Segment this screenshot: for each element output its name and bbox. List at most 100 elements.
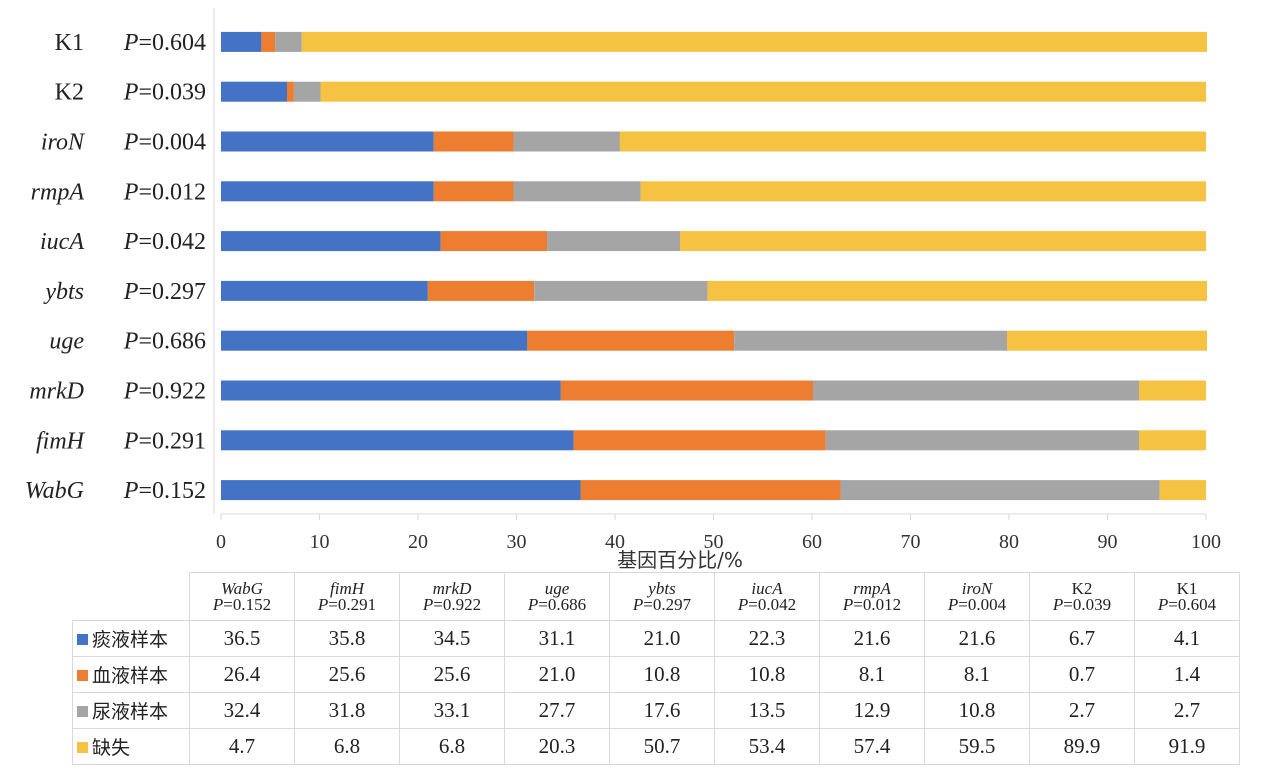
bar-segment <box>433 131 514 152</box>
table-cell: 10.8 <box>609 656 715 693</box>
column-p-value: P=0.604 <box>1157 594 1217 614</box>
bar-segment <box>513 181 641 202</box>
table-cell: 25.6 <box>294 656 400 693</box>
table-cell: 21.0 <box>504 656 610 693</box>
table-row: 痰液样本 36.5 35.8 34.5 31.1 21.0 22.3 21.6 21.6 6.7 4… <box>72 620 1240 657</box>
table-cell: 10.8 <box>714 656 820 693</box>
row-gene-label: iroN <box>41 130 86 156</box>
table-cell: 33.1 <box>399 692 505 729</box>
table-cell: 6.7 <box>1029 620 1135 657</box>
x-tick-label: 0 <box>216 531 226 553</box>
table-cell: 20.3 <box>504 728 610 765</box>
row-gene-label: K1 <box>55 30 84 56</box>
column-p-value: P=0.012 <box>842 594 902 614</box>
bar-segment <box>680 231 1206 252</box>
x-tick-label: 90 <box>1098 531 1118 553</box>
table-column-header: fimH P=0.291 <box>294 572 400 621</box>
table-cell: 34.5 <box>399 620 505 657</box>
table-cell: 21.6 <box>924 620 1030 657</box>
row-gene-label: ybts <box>43 279 84 305</box>
bar-segment <box>293 81 321 102</box>
legend-key: 痰液样本 <box>72 620 190 657</box>
bar-segment <box>427 280 535 301</box>
table-cell: 26.4 <box>189 656 295 693</box>
bar-segment <box>221 131 434 152</box>
column-p-value: P=0.922 <box>422 594 482 614</box>
table-column-header: K2 P=0.039 <box>1029 572 1135 621</box>
table-cell: 6.8 <box>399 728 505 765</box>
table-cell: 27.7 <box>504 692 610 729</box>
row-p-value: P=0.604 <box>123 30 206 56</box>
row-p-value: P=0.012 <box>123 179 206 205</box>
bar-segment <box>320 81 1206 102</box>
bar-segment <box>221 330 528 351</box>
bar-segment <box>560 380 813 401</box>
row-gene-label: K2 <box>55 80 84 106</box>
table-cell: 21.0 <box>609 620 715 657</box>
bar-segment <box>221 280 428 301</box>
x-tick-label: 100 <box>1191 531 1221 553</box>
row-labels: K1 P=0.604 K2 P=0.039 iroN P=0.004 rmpA P=0.012… <box>25 30 206 504</box>
bar-segment <box>513 131 620 152</box>
data-table: WabG P=0.152 fimH P=0.291 mrkD P=0.922 uge P=0.… <box>72 572 1240 765</box>
table-column-header: rmpA P=0.012 <box>819 572 925 621</box>
row-gene-label: fimH <box>36 428 86 454</box>
table-cell: 12.9 <box>819 692 925 729</box>
table-corner <box>72 572 190 621</box>
row-gene-label: WabG <box>25 478 84 504</box>
row-gene-label: mrkD <box>29 379 84 405</box>
legend-swatch <box>77 634 88 645</box>
bar-segment <box>640 181 1206 202</box>
row-p-value: P=0.004 <box>123 130 206 156</box>
table-cell: 0.7 <box>1029 656 1135 693</box>
bar-segment <box>221 430 574 451</box>
table-cell: 6.8 <box>294 728 400 765</box>
legend-label: 血液样本 <box>92 665 169 687</box>
column-gene: mrkD <box>432 578 472 598</box>
table-row: 血液样本 26.4 25.6 25.6 21.0 10.8 10.8 8.1 8.1 0.7 1.4 <box>72 656 1240 693</box>
x-tick-label: 70 <box>901 531 921 553</box>
table-cell: 31.1 <box>504 620 610 657</box>
bar-segment <box>433 181 514 202</box>
x-tick-label: 10 <box>310 531 330 553</box>
column-p-value: P=0.152 <box>212 594 272 614</box>
bar-segment <box>619 131 1206 152</box>
column-p-value: P=0.297 <box>632 594 692 614</box>
column-p-value: P=0.042 <box>737 594 797 614</box>
bar-segment <box>1139 430 1206 451</box>
table-cell: 1.4 <box>1134 656 1240 693</box>
table-column-header: K1 P=0.604 <box>1134 572 1240 621</box>
column-p-value: P=0.039 <box>1052 594 1112 614</box>
table-cell: 8.1 <box>924 656 1030 693</box>
row-p-value: P=0.039 <box>123 80 206 106</box>
column-gene: rmpA <box>853 578 891 598</box>
bar-segment <box>261 31 276 52</box>
table-row: 缺失 4.7 6.8 6.8 20.3 50.7 53.4 57.4 59.5 89.9 91.9 <box>72 728 1240 765</box>
legend-swatch <box>77 670 88 681</box>
table-cell: 22.3 <box>714 620 820 657</box>
table-body: 痰液样本 36.5 35.8 34.5 31.1 21.0 22.3 21.6 21.6 6.7 4… <box>72 620 1240 765</box>
bar-segment <box>573 430 826 451</box>
row-p-value: P=0.297 <box>123 279 206 305</box>
table-cell: 8.1 <box>819 656 925 693</box>
bar-segment <box>825 430 1140 451</box>
legend-key: 缺失 <box>72 728 190 765</box>
row-p-value: P=0.042 <box>123 229 206 255</box>
table-cell: 17.6 <box>609 692 715 729</box>
bar-segment <box>1159 480 1206 501</box>
table-cell: 31.8 <box>294 692 400 729</box>
bar-segment <box>221 231 441 252</box>
table-cell: 2.7 <box>1029 692 1135 729</box>
table-column-header: mrkD P=0.922 <box>399 572 505 621</box>
bar-segment <box>547 231 681 252</box>
legend-label: 尿液样本 <box>92 701 169 723</box>
row-gene-label: iucA <box>40 229 84 255</box>
table-cell: 32.4 <box>189 692 295 729</box>
column-gene: iroN <box>961 578 993 598</box>
bar-segment <box>440 231 548 252</box>
bar-segment <box>301 31 1207 52</box>
table-cell: 10.8 <box>924 692 1030 729</box>
x-axis-label: 基因百分比/% <box>617 548 743 572</box>
table-column-header: WabG P=0.152 <box>189 572 295 621</box>
table-row: 尿液样本 32.4 31.8 33.1 27.7 17.6 13.5 12.9 10.8 2.7 2… <box>72 692 1240 729</box>
